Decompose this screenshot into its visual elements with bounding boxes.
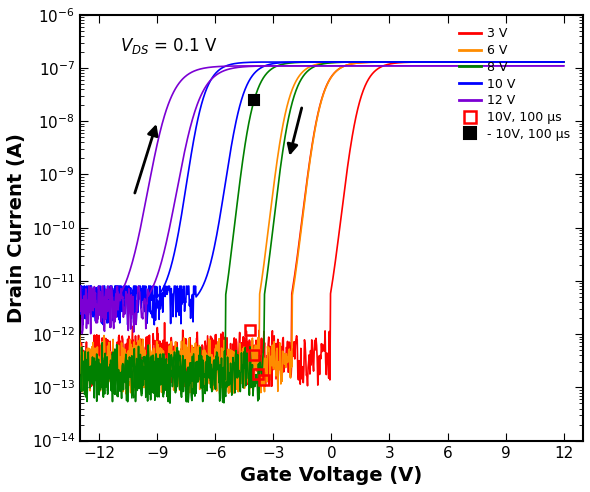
Legend: 3 V, 6 V, 8 V, 10 V, 12 V, 10V, 100 μs, - 10V, 100 μs: 3 V, 6 V, 8 V, 10 V, 12 V, 10V, 100 μs, …: [453, 21, 577, 147]
Y-axis label: Drain Current (A): Drain Current (A): [7, 133, 26, 323]
X-axis label: Gate Voltage (V): Gate Voltage (V): [240, 466, 422, 485]
Text: $V_{DS}$ = 0.1 V: $V_{DS}$ = 0.1 V: [120, 36, 218, 56]
